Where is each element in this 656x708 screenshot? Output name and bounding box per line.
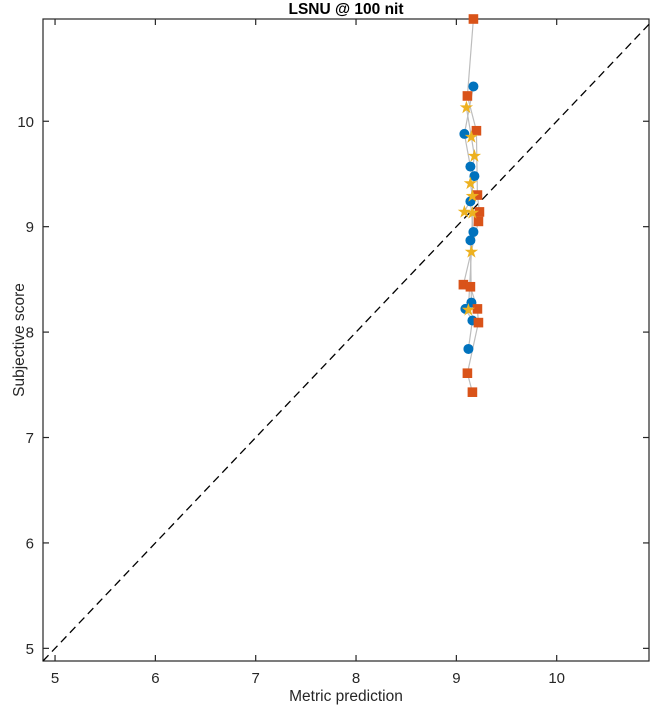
- data-point-circle: [465, 161, 476, 172]
- data-point-square: [473, 317, 484, 328]
- x-tick-label: 7: [252, 670, 260, 687]
- series-stars: [457, 100, 482, 316]
- data-point-circle: [468, 226, 479, 237]
- data-point-star: [464, 130, 479, 143]
- data-point-star: [464, 244, 479, 258]
- x-tick-label: 8: [352, 670, 360, 687]
- data-point-square: [472, 304, 483, 314]
- data-point-square: [471, 125, 482, 136]
- data-point-square: [474, 207, 485, 217]
- data-point-square: [468, 14, 479, 24]
- data-point-star: [465, 205, 480, 219]
- data-point-star: [459, 100, 474, 114]
- data-point-circle: [459, 128, 470, 139]
- data-point-circle: [465, 235, 476, 246]
- chart-title: LSNU @ 100 nit: [288, 1, 403, 18]
- y-tick-label: 10: [17, 114, 34, 131]
- y-tick-label: 8: [26, 325, 34, 342]
- x-tick-label: 10: [548, 670, 565, 687]
- data-point-star: [457, 204, 472, 218]
- series-markers: [457, 14, 485, 397]
- data-point-square: [462, 91, 473, 101]
- y-tick-label: 9: [26, 219, 34, 236]
- x-tick-labels: 5 6 7 8 9 10: [51, 670, 565, 687]
- identity-line-group: [42, 23, 650, 662]
- data-point-circle: [463, 343, 474, 354]
- x-tick-label: 9: [452, 670, 460, 687]
- data-point-square: [465, 281, 476, 292]
- data-point-star: [467, 149, 482, 162]
- y-tick-label: 5: [26, 641, 34, 658]
- identity-line: [42, 23, 650, 662]
- y-axis-label: Subjective score: [11, 283, 28, 397]
- data-point-square: [467, 387, 478, 397]
- data-point-star: [463, 176, 478, 190]
- data-point-star: [461, 302, 476, 316]
- data-point-circle: [468, 81, 479, 92]
- y-tick-label: 6: [26, 535, 34, 552]
- data-point-square: [462, 368, 473, 379]
- data-point-star: [465, 189, 480, 202]
- x-tick-label: 5: [51, 670, 59, 687]
- y-tick-labels: 5 6 7 8 9 10: [17, 114, 34, 658]
- x-axis-label: Metric prediction: [289, 688, 403, 705]
- data-point-square: [473, 216, 484, 227]
- data-point-square: [458, 279, 469, 290]
- y-tick-label: 7: [26, 430, 34, 447]
- data-point-circle: [469, 171, 480, 182]
- x-tick-label: 6: [151, 670, 159, 687]
- axis-ticks: [43, 19, 649, 661]
